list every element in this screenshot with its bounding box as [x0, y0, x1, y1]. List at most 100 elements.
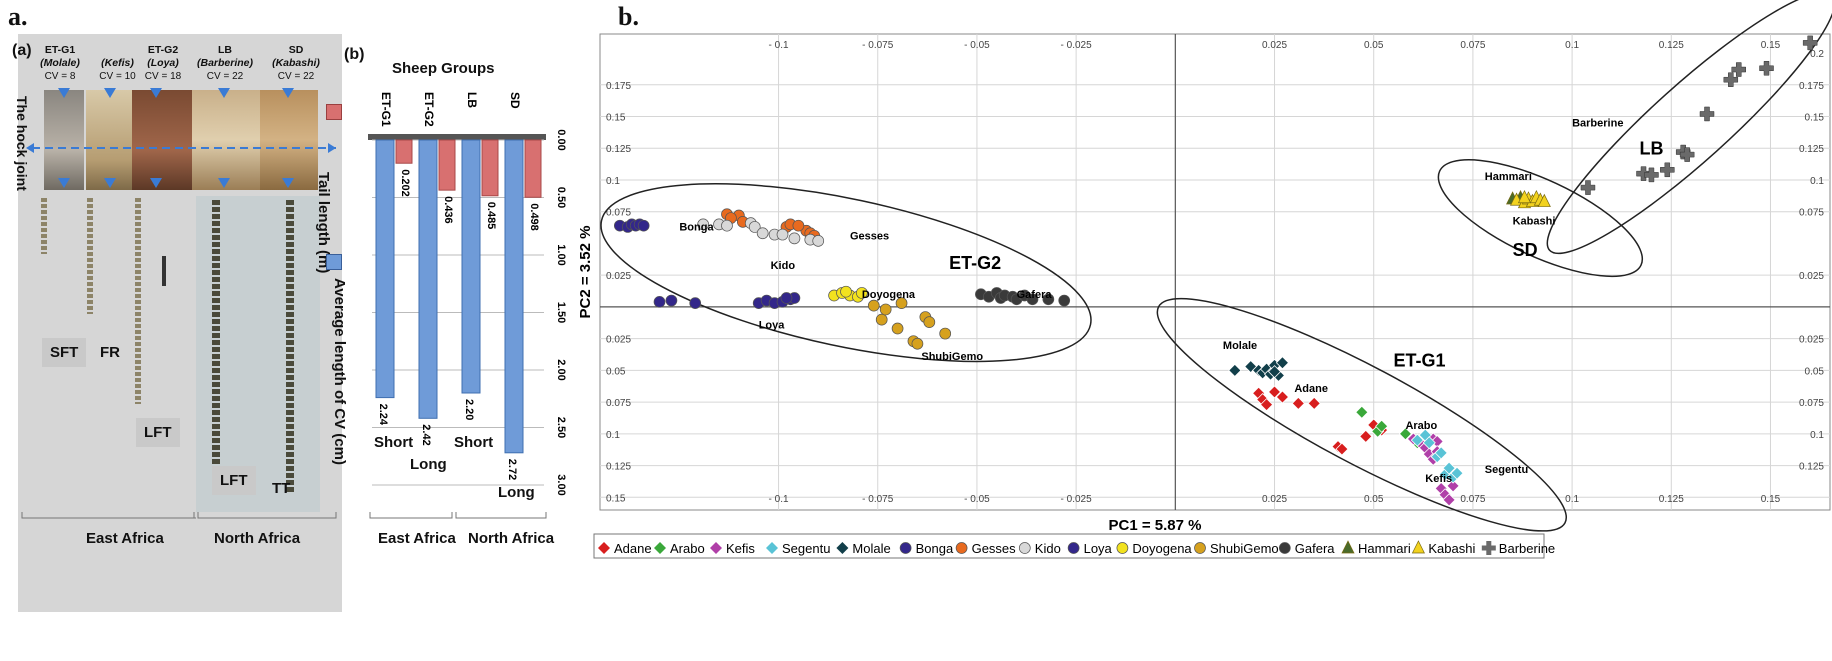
cv-value-label: 2.24: [377, 404, 389, 426]
y-tick-label-right: 0.175: [1799, 81, 1824, 92]
x-axis-title: PC1 = 5.87 %: [1109, 517, 1202, 534]
x-tick-label-top: 0.15: [1761, 40, 1781, 51]
sheep-groups-title: Sheep Groups: [392, 60, 495, 77]
sheep-photo-loya: [132, 90, 192, 190]
tail-type-lft-2: LFT: [212, 466, 256, 495]
breed-label: Kefis: [1425, 473, 1452, 485]
legend-label: Segentu: [782, 541, 830, 556]
y-tick-label-right: 0.1: [1810, 430, 1824, 441]
point-barberine: [1644, 167, 1659, 183]
legend-tail-label: Tail length (m): [315, 172, 332, 274]
point-bonga: [637, 219, 650, 232]
y-tick-label-left: 0.1: [606, 430, 620, 441]
category-label: SD: [508, 92, 522, 109]
sub-a-label: (a): [12, 42, 32, 59]
legend-label: Gafera: [1295, 541, 1336, 556]
point-kido: [776, 228, 789, 241]
point-barberine: [1699, 106, 1715, 122]
point-doyogena: [856, 287, 868, 299]
x-tick-label-bottom: - 0.1: [769, 494, 789, 505]
legend-marker: [1481, 541, 1496, 555]
tail-value-label: 0.485: [485, 202, 497, 230]
legend-item-arabo: Arabo: [654, 541, 705, 556]
y-tick-label-left: 0.025: [606, 271, 631, 282]
group-label: SD: [1513, 240, 1538, 260]
x-tick-label-bottom: 0.075: [1460, 494, 1485, 505]
legend-item-doyogena: Doyogena: [1116, 541, 1192, 556]
header-breed: (Loya): [147, 57, 179, 69]
breed-label: Doyogena: [862, 289, 916, 301]
ellipse-et-g1: [1156, 297, 1568, 532]
region-east-africa-b: East Africa: [378, 530, 456, 547]
header-group: SD: [288, 44, 304, 56]
legend-item-loya: Loya: [1067, 541, 1113, 556]
breed-label: Gesses: [850, 231, 889, 243]
point-kabashi: [1517, 189, 1532, 204]
region-north-africa-b: North Africa: [468, 530, 555, 547]
y-tick-label-right: 0.2: [1810, 49, 1824, 60]
point-shubigemo: [911, 337, 924, 350]
y-tick-label-right: 0.125: [1799, 144, 1824, 155]
legend-label: Molale: [852, 541, 890, 556]
legend-marker: [1194, 542, 1206, 554]
legend-marker: [1278, 542, 1291, 554]
point-kabashi: [1537, 193, 1551, 207]
point-segentu: [1422, 436, 1436, 450]
pca-scatter-chart: - 0.1 - 0.1 - 0.075 - 0.075 - 0.05 - 0.05 - 0.…: [578, 0, 1832, 559]
breed-label: Hammari: [1485, 171, 1532, 183]
panel-a-letter: a.: [8, 2, 28, 31]
point-shubigemo: [879, 303, 892, 316]
header-loya: ET-G2 (Loya) CV = 18: [133, 44, 193, 83]
point-arabo: [1355, 405, 1369, 419]
point-barberine: [1723, 72, 1739, 87]
legend-marker: [1018, 542, 1031, 554]
tick-label: 1.00: [555, 244, 567, 265]
point-shubigemo: [867, 299, 880, 312]
category-label: ET-G2: [422, 92, 436, 127]
x-tick-label-top: 0.05: [1364, 40, 1384, 51]
point-shubigemo: [875, 313, 888, 326]
legend-item-barberine: Barberine: [1481, 541, 1555, 556]
point-shubigemo: [891, 322, 904, 335]
x-tick-label-top: 0.1: [1565, 40, 1579, 51]
length-long-2: Long: [498, 484, 535, 501]
sub-b-label: (b): [344, 46, 365, 63]
y-tick-label-left: 0.125: [606, 462, 631, 473]
sheep-photo-molale: [44, 90, 84, 190]
category-label: LB: [465, 92, 479, 108]
legend-item-hammari: Hammari: [1341, 540, 1411, 556]
breed-label: Kabashi: [1513, 215, 1556, 227]
tick-label: 0.00: [555, 129, 567, 150]
legend-marker: [710, 542, 722, 554]
legend-label: Doyogena: [1132, 541, 1192, 556]
legend-item-molale: Molale: [836, 541, 891, 556]
breed-label: Barberine: [1572, 118, 1623, 130]
point-loya: [780, 292, 793, 304]
legend-marker: [955, 542, 968, 554]
point-molale: [1267, 365, 1282, 379]
point-gafera: [1058, 294, 1071, 307]
y-tick-label-left: 0.075: [606, 208, 631, 219]
y-tick-label-left: 0.125: [606, 144, 631, 155]
point-segentu: [1450, 466, 1464, 480]
breed-label: ShubiGemo: [921, 351, 983, 363]
point-arabo: [1375, 419, 1389, 433]
legend-item-segentu: Segentu: [766, 541, 830, 556]
point-adane: [1260, 398, 1274, 412]
tail-value-label: 0.202: [399, 169, 411, 197]
tick-label: 3.00: [555, 474, 567, 495]
header-cv: CV = 10: [99, 71, 136, 82]
header-cv: CV = 18: [144, 71, 182, 82]
ellipse-sd: [1437, 159, 1644, 278]
point-segentu: [1410, 433, 1424, 447]
legend-item-kido: Kido: [1018, 541, 1061, 556]
legend-marker: [899, 542, 912, 554]
legend-label: Adane: [614, 541, 652, 556]
x-tick-label-bottom: 0.1: [1565, 494, 1579, 505]
legend-label: Kefis: [726, 541, 755, 556]
group-label: ET-G1: [1394, 351, 1446, 371]
tick-label: 1.50: [555, 302, 567, 323]
y-tick-label-left: 0.05: [606, 366, 626, 377]
breed-label: Adane: [1294, 383, 1328, 395]
cv-bar: [418, 139, 438, 419]
